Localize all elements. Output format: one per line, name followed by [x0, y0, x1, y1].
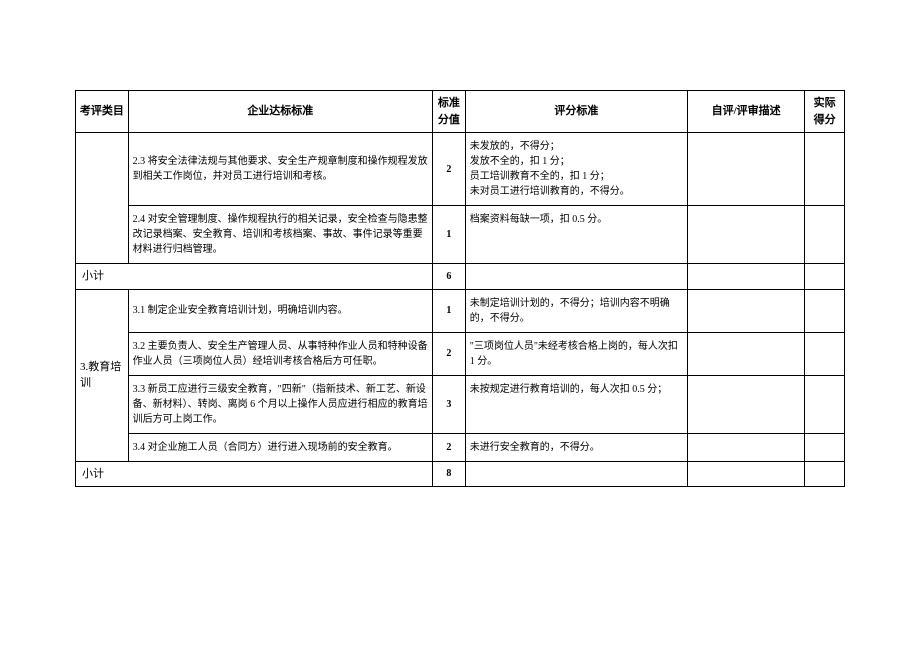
header-actual: 实际得分	[805, 91, 845, 133]
actual-cell	[805, 133, 845, 206]
table-row: 3.3 新员工应进行三级安全教育，"四新"（指新技术、新工艺、新设备、新材料）、…	[76, 375, 845, 433]
subtotal-empty	[688, 264, 805, 290]
header-criteria: 评分标准	[465, 91, 687, 133]
criteria-cell: 档案资料每缺一项，扣 0.5 分。	[465, 206, 687, 264]
review-cell	[688, 375, 805, 433]
score-cell: 2	[432, 433, 465, 461]
actual-cell	[805, 206, 845, 264]
score-cell: 3	[432, 375, 465, 433]
review-cell	[688, 332, 805, 375]
evaluation-table: 考评类目 企业达标标准 标准分值 评分标准 自评/评审描述 实际得分 2.3 将…	[75, 90, 845, 487]
review-cell	[688, 433, 805, 461]
table-row: 3.2 主要负责人、安全生产管理人员、从事特种作业人员和特种设备作业人员（三项岗…	[76, 332, 845, 375]
standard-cell: 3.4 对企业施工人员（合同方）进行进入现场前的安全教育。	[128, 433, 432, 461]
standard-cell: 2.3 将安全法律法规与其他要求、安全生产规章制度和操作规程发放到相关工作岗位，…	[128, 133, 432, 206]
actual-cell	[805, 433, 845, 461]
actual-cell	[805, 375, 845, 433]
criteria-cell: 未制定培训计划的，不得分；培训内容不明确的，不得分。	[465, 289, 687, 332]
category-cell: 3.教育培训	[76, 289, 129, 461]
header-review: 自评/评审描述	[688, 91, 805, 133]
criteria-cell: "三项岗位人员"未经考核合格上岗的，每人次扣 1 分。	[465, 332, 687, 375]
subtotal-label: 小计	[76, 264, 433, 290]
criteria-cell: 未进行安全教育的，不得分。	[465, 433, 687, 461]
header-category: 考评类目	[76, 91, 129, 133]
score-cell: 1	[432, 206, 465, 264]
review-cell	[688, 206, 805, 264]
criteria-cell: 未按规定进行教育培训的，每人次扣 0.5 分；	[465, 375, 687, 433]
score-cell: 1	[432, 289, 465, 332]
standard-cell: 3.1 制定企业安全教育培训计划，明确培训内容。	[128, 289, 432, 332]
subtotal-score: 8	[432, 461, 465, 487]
table-row: 3.4 对企业施工人员（合同方）进行进入现场前的安全教育。 2 未进行安全教育的…	[76, 433, 845, 461]
actual-cell	[805, 289, 845, 332]
subtotal-empty	[465, 264, 687, 290]
subtotal-empty	[465, 461, 687, 487]
subtotal-empty	[805, 461, 845, 487]
standard-cell: 3.2 主要负责人、安全生产管理人员、从事特种作业人员和特种设备作业人员（三项岗…	[128, 332, 432, 375]
score-cell: 2	[432, 133, 465, 206]
table-row: 2.3 将安全法律法规与其他要求、安全生产规章制度和操作规程发放到相关工作岗位，…	[76, 133, 845, 206]
table-row: 3.教育培训 3.1 制定企业安全教育培训计划，明确培训内容。 1 未制定培训计…	[76, 289, 845, 332]
subtotal-row: 小计 6	[76, 264, 845, 290]
review-cell	[688, 133, 805, 206]
criteria-cell: 未发放的，不得分； 发放不全的，扣 1 分； 员工培训教育不全的，扣 1 分； …	[465, 133, 687, 206]
table-header-row: 考评类目 企业达标标准 标准分值 评分标准 自评/评审描述 实际得分	[76, 91, 845, 133]
standard-cell: 3.3 新员工应进行三级安全教育，"四新"（指新技术、新工艺、新设备、新材料）、…	[128, 375, 432, 433]
review-cell	[688, 289, 805, 332]
header-score: 标准分值	[432, 91, 465, 133]
subtotal-row: 小计 8	[76, 461, 845, 487]
category-cell-empty	[76, 133, 129, 264]
subtotal-label: 小计	[76, 461, 433, 487]
header-standard: 企业达标标准	[128, 91, 432, 133]
standard-cell: 2.4 对安全管理制度、操作规程执行的相关记录，安全检查与隐患整改记录档案、安全…	[128, 206, 432, 264]
subtotal-score: 6	[432, 264, 465, 290]
actual-cell	[805, 332, 845, 375]
subtotal-empty	[688, 461, 805, 487]
table-row: 2.4 对安全管理制度、操作规程执行的相关记录，安全检查与隐患整改记录档案、安全…	[76, 206, 845, 264]
score-cell: 2	[432, 332, 465, 375]
subtotal-empty	[805, 264, 845, 290]
